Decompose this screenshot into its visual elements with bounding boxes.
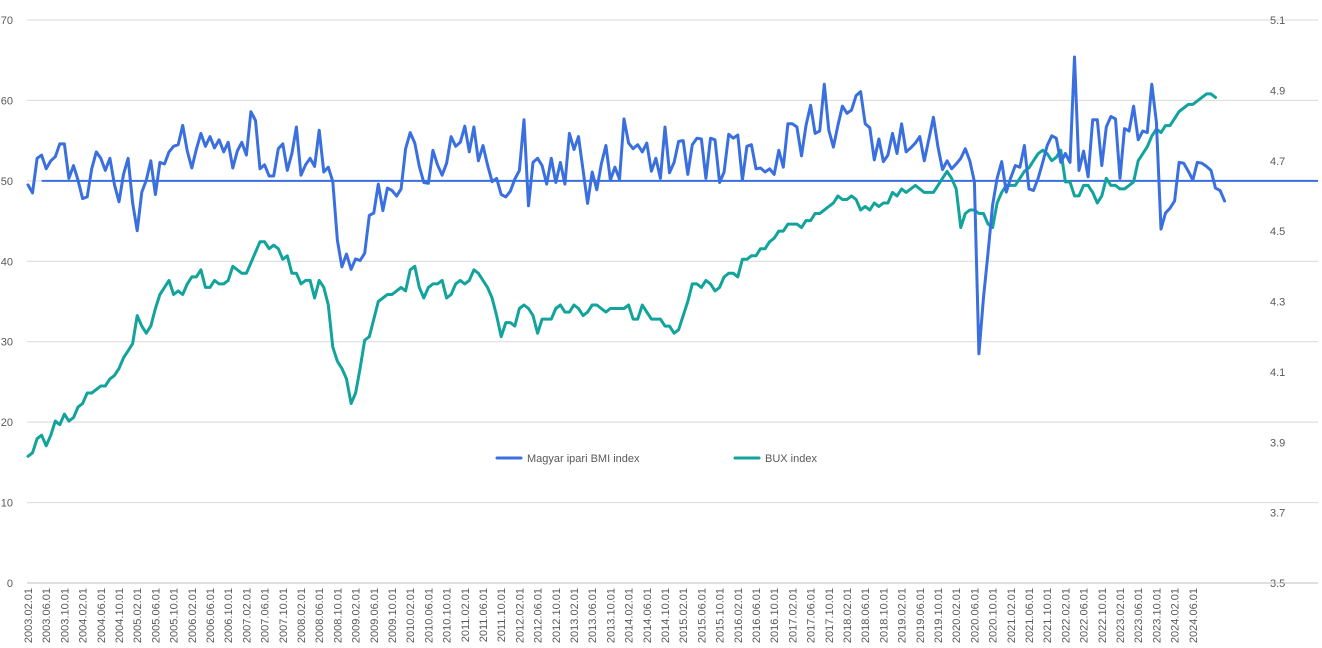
right-tick-label: 4.3 — [1270, 297, 1285, 309]
right-tick-label: 3.5 — [1270, 578, 1285, 590]
x-tick-label: 2024.06.01 — [1188, 588, 1200, 643]
x-tick-label: 2013.10.01 — [605, 588, 617, 643]
right-tick-label: 4.5 — [1270, 226, 1285, 238]
x-tick-label: 2013.06.01 — [587, 588, 599, 643]
x-tick-label: 2014.06.01 — [642, 588, 654, 643]
x-tick-label: 2006.10.01 — [223, 588, 235, 643]
x-tick-label: 2008.06.01 — [314, 588, 326, 643]
x-tick-label: 2005.10.01 — [169, 588, 181, 643]
x-tick-label: 2003.10.01 — [59, 588, 71, 643]
x-tick-label: 2020.02.01 — [951, 588, 963, 643]
x-tick-label: 2007.06.01 — [260, 588, 272, 643]
legend-label-bmi: Magyar ipari BMI index — [527, 453, 640, 465]
x-tick-label: 2012.06.01 — [533, 588, 545, 643]
x-tick-label: 2009.06.01 — [369, 588, 381, 643]
left-tick-label: 20 — [1, 417, 13, 429]
x-tick-label: 2005.02.01 — [132, 588, 144, 643]
x-tick-label: 2015.10.01 — [715, 588, 727, 643]
right-tick-label: 4.9 — [1270, 85, 1285, 97]
x-tick-label: 2017.10.01 — [824, 588, 836, 643]
x-tick-label: 2018.10.01 — [878, 588, 890, 643]
x-tick-label: 2018.02.01 — [842, 588, 854, 643]
x-tick-label: 2022.10.01 — [1097, 588, 1109, 643]
left-tick-label: 50 — [1, 176, 13, 188]
x-tick-label: 2014.02.01 — [624, 588, 636, 643]
x-tick-label: 2017.06.01 — [806, 588, 818, 643]
x-tick-label: 2019.10.01 — [933, 588, 945, 643]
x-tick-label: 2019.02.01 — [897, 588, 909, 643]
x-tick-label: 2011.10.01 — [496, 588, 508, 642]
left-tick-label: 10 — [1, 498, 13, 510]
left-tick-label: 60 — [1, 95, 13, 107]
left-tick-label: 30 — [1, 337, 13, 349]
right-tick-label: 3.9 — [1270, 437, 1285, 449]
x-tick-label: 2010.06.01 — [423, 588, 435, 643]
left-axis-tick-labels: 0 10 20 30 40 50 60 70 — [1, 15, 13, 590]
x-tick-label: 2008.02.01 — [296, 588, 308, 643]
x-tick-label: 2004.02.01 — [78, 588, 90, 643]
x-tick-label: 2016.02.01 — [733, 588, 745, 643]
x-tick-label: 2020.10.01 — [988, 588, 1000, 643]
x-tick-label: 2005.06.01 — [150, 588, 162, 643]
x-tick-label: 2016.10.01 — [769, 588, 781, 643]
x-tick-label: 2015.02.01 — [678, 588, 690, 643]
right-tick-label: 3.7 — [1270, 508, 1285, 520]
left-tick-label: 0 — [7, 578, 13, 590]
x-tick-label: 2020.06.01 — [969, 588, 981, 643]
x-tick-label: 2012.02.01 — [514, 588, 526, 643]
gridlines — [27, 19, 1318, 504]
x-tick-label: 2004.10.01 — [114, 588, 126, 643]
x-tick-label: 2011.06.01 — [478, 588, 490, 642]
x-tick-label: 2008.10.01 — [332, 588, 344, 643]
left-tick-label: 40 — [1, 256, 13, 268]
x-tick-label: 2022.02.01 — [1060, 588, 1072, 643]
x-tick-label: 2003.02.01 — [23, 588, 35, 643]
x-tick-label: 2019.06.01 — [915, 588, 927, 643]
x-tick-label: 2009.02.01 — [351, 588, 363, 643]
x-tick-label: 2004.06.01 — [96, 588, 108, 643]
x-tick-label: 2006.06.01 — [205, 588, 217, 643]
right-axis-tick-labels: 3.5 3.7 3.9 4.1 4.3 4.5 4.7 4.9 5.1 — [1270, 15, 1285, 590]
x-tick-label: 2018.06.01 — [860, 588, 872, 643]
x-tick-label: 2021.10.01 — [1042, 588, 1054, 643]
x-tick-label: 2006.02.01 — [187, 588, 199, 643]
x-axis-tick-labels: 2003.02.01 2003.06.01 2003.10.01 2004.02.01… — [23, 588, 1200, 643]
right-tick-label: 5.1 — [1270, 15, 1285, 27]
x-tick-label: 2007.02.01 — [241, 588, 253, 643]
left-tick-label: 70 — [1, 15, 13, 27]
x-tick-label: 2003.06.01 — [41, 588, 53, 643]
x-tick-label: 2021.06.01 — [1024, 588, 1036, 643]
x-tick-label: 2022.06.01 — [1079, 588, 1091, 643]
x-tick-label: 2010.10.01 — [442, 588, 454, 643]
series-line-bux — [26, 92, 1217, 458]
legend-label-bux: BUX index — [765, 453, 817, 465]
x-tick-label: 2016.06.01 — [751, 588, 763, 643]
x-tick-label: 2017.02.01 — [787, 588, 799, 643]
x-tick-label: 2021.02.01 — [1006, 588, 1018, 643]
x-tick-label: 2023.06.01 — [1133, 588, 1145, 643]
x-tick-label: 2007.10.01 — [278, 588, 290, 643]
x-tick-label: 2010.02.01 — [405, 588, 417, 643]
x-tick-label: 2012.10.01 — [551, 588, 563, 643]
right-tick-label: 4.7 — [1270, 156, 1285, 168]
x-tick-label: 2013.02.01 — [569, 588, 581, 643]
x-tick-label: 2015.06.01 — [696, 588, 708, 643]
x-tick-label: 2023.02.01 — [1115, 588, 1127, 643]
legend: Magyar ipari BMI index BUX index — [495, 453, 817, 465]
x-tick-label: 2009.10.01 — [387, 588, 399, 643]
x-tick-label: 2011.02.01 — [460, 588, 472, 642]
series-lines — [26, 55, 1227, 458]
series-line-bmi — [26, 55, 1227, 356]
x-tick-label: 2014.10.01 — [660, 588, 672, 643]
right-tick-label: 4.1 — [1270, 367, 1285, 379]
x-tick-label: 2023.10.01 — [1151, 588, 1163, 643]
x-tick-label: 2024.02.01 — [1170, 588, 1182, 643]
